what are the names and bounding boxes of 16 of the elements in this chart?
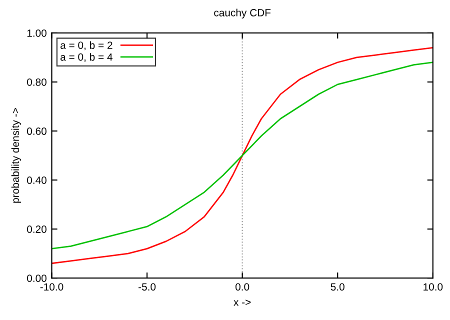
x-tick-label: 10.0 <box>424 283 443 291</box>
x-tick-label: 0.0 <box>235 283 250 291</box>
y-tick-label: 0.00 <box>27 274 46 282</box>
x-tick-label: -10.0 <box>40 283 64 291</box>
y-tick-label: 0.40 <box>27 176 46 184</box>
y-tick-label: 0.60 <box>27 128 46 135</box>
y-tick-label: 1.00 <box>27 29 46 37</box>
chart-title: cauchy CDF <box>214 8 271 18</box>
x-axis-title: x -> <box>234 300 251 306</box>
y-axis-title: probability density -> <box>11 108 22 203</box>
y-tick-label: 0.20 <box>27 226 46 233</box>
y-tick-label: 0.80 <box>27 78 46 86</box>
x-tick-label: -5.0 <box>138 283 156 291</box>
legend-label: a = 0, b = 4 <box>60 53 112 62</box>
legend-label: a = 0, b = 2 <box>60 41 112 50</box>
x-tick-label: 5.0 <box>330 283 344 291</box>
